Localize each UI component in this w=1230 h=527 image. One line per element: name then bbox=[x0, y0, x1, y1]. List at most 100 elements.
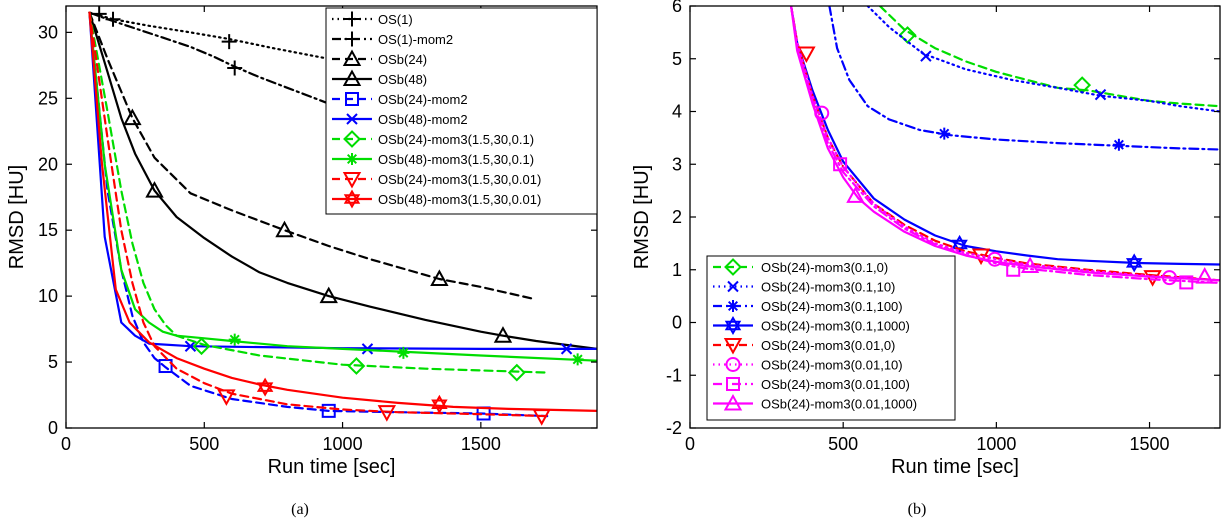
legend-entry: OSb(24)-mom3(0.01,10) bbox=[761, 358, 903, 373]
y-tick-label: -2 bbox=[666, 418, 682, 438]
legend-entry: OSb(24)-mom3(1.5,30,0.1) bbox=[378, 132, 534, 147]
legend-marker bbox=[723, 393, 743, 411]
series-9-marker bbox=[217, 389, 236, 406]
series-line-5 bbox=[789, 6, 1220, 282]
series-line-8 bbox=[88, 11, 597, 362]
y-axis-label: RMSD [HU] bbox=[631, 165, 653, 269]
y-tick-label: 1 bbox=[672, 260, 682, 280]
series-5-marker bbox=[158, 359, 173, 374]
series-7-marker bbox=[347, 357, 366, 375]
panel-b: 0 500 1000 1500 -2 -1 0 1 2 3 4 5 6 Run time [sec] RMS… bbox=[631, 0, 1221, 518]
x-tick-label: 1500 bbox=[1130, 434, 1170, 454]
y-tick-label: 5 bbox=[672, 49, 682, 69]
legend-marker bbox=[344, 31, 360, 47]
series-line-1 bbox=[88, 11, 330, 60]
legend-marker bbox=[724, 258, 742, 276]
series-5-marker bbox=[321, 403, 336, 418]
y-tick-label: 5 bbox=[48, 352, 58, 372]
series-line-2 bbox=[866, 6, 1220, 113]
legend-marker bbox=[346, 153, 358, 165]
x-tick-label: 0 bbox=[61, 434, 71, 454]
plot-area bbox=[789, 6, 1220, 290]
legend-entry: OSb(24) bbox=[378, 52, 427, 67]
series-4-marker bbox=[145, 181, 164, 198]
series-3-marker bbox=[938, 127, 951, 140]
legend-entry: OSb(24)-mom3(0.01,1000) bbox=[761, 397, 917, 412]
plot-area bbox=[88, 6, 597, 426]
legend: OSb(24)-mom3(0.1,0) OSb(24)-mom3(0.1,10) O… bbox=[706, 255, 956, 421]
series-line-6 bbox=[88, 11, 597, 350]
legend-marker bbox=[342, 49, 362, 66]
series-6-marker bbox=[560, 343, 573, 355]
legend-entry: OS(1) bbox=[378, 12, 413, 27]
x-tick-label: 0 bbox=[685, 434, 695, 454]
legend-entry: OSb(48)-mom3(1.5,30,0.01) bbox=[378, 192, 541, 207]
series-8-marker bbox=[228, 333, 241, 346]
series-5-marker bbox=[797, 46, 816, 64]
series-line-7 bbox=[88, 11, 549, 374]
legend-entry: OSb(24)-mom2 bbox=[378, 92, 468, 107]
legend-marker bbox=[726, 377, 740, 391]
x-tick-label: 1000 bbox=[976, 434, 1016, 454]
series-10-marker bbox=[431, 394, 448, 414]
legend-entry: OSb(24)-mom3(0.1,0) bbox=[761, 260, 888, 275]
series-8-marker bbox=[397, 346, 410, 359]
series-2-marker bbox=[1094, 88, 1107, 101]
x-tick-label: 500 bbox=[189, 434, 219, 454]
series-2-marker bbox=[227, 60, 243, 76]
legend-marker bbox=[343, 189, 361, 209]
series-line-3 bbox=[828, 6, 1220, 151]
x-axis-label: Run time [sec] bbox=[891, 456, 1019, 478]
y-tick-label: 0 bbox=[48, 418, 58, 438]
series-1-marker bbox=[898, 26, 917, 44]
y-tick-label: 2 bbox=[672, 207, 682, 227]
series-7-marker bbox=[507, 363, 526, 382]
legend-entry: OSb(24)-mom3(0.01,100) bbox=[761, 377, 910, 392]
series-2-marker bbox=[920, 50, 932, 62]
series-10-marker bbox=[256, 377, 274, 397]
panel-caption: (b) bbox=[908, 501, 927, 518]
legend-entry: OSb(48)-mom2 bbox=[378, 112, 468, 127]
series-3-marker bbox=[123, 108, 142, 126]
series-line-1 bbox=[878, 6, 1220, 108]
y-tick-label: 6 bbox=[672, 0, 682, 16]
legend-marker bbox=[343, 130, 361, 148]
series-8-marker bbox=[846, 186, 865, 203]
x-axis-label: Run time [sec] bbox=[268, 456, 396, 478]
y-tick-label: 10 bbox=[38, 286, 58, 306]
legend-marker bbox=[727, 280, 739, 293]
legend-marker bbox=[345, 92, 359, 106]
series-8-marker bbox=[1195, 267, 1214, 284]
series-4-marker bbox=[1125, 253, 1143, 273]
plot-frame bbox=[65, 5, 598, 429]
series-line-8 bbox=[789, 6, 1220, 282]
legend-entry: OSb(24)-mom3(0.01,0) bbox=[761, 338, 895, 353]
series-line-2 bbox=[88, 11, 344, 111]
series-4-marker bbox=[493, 326, 513, 343]
series-line-9 bbox=[88, 11, 549, 418]
series-line-3 bbox=[88, 11, 535, 300]
y-tick-label: 0 bbox=[672, 313, 682, 333]
y-tick-label: 30 bbox=[38, 22, 58, 42]
y-tick-label: 25 bbox=[38, 88, 58, 108]
y-axis-label: RMSD [HU] bbox=[6, 165, 28, 269]
y-tick-label: -1 bbox=[666, 365, 682, 385]
legend-marker bbox=[724, 315, 742, 335]
x-tick-label: 500 bbox=[828, 434, 858, 454]
series-3-marker bbox=[1112, 138, 1125, 151]
legend-marker bbox=[342, 69, 362, 86]
series-7-marker bbox=[192, 337, 211, 356]
series-line-6 bbox=[789, 6, 1220, 282]
series-8-marker bbox=[571, 353, 584, 366]
series-8-marker bbox=[1020, 256, 1040, 274]
y-tick-label: 4 bbox=[672, 102, 682, 122]
series-1-marker bbox=[221, 34, 237, 50]
legend-marker bbox=[344, 11, 360, 27]
legend: OS(1) OS(1)-mom2 OSb(24) OSb(48) OSb(24)-mom… bbox=[325, 7, 598, 215]
legend-entry: OSb(48) bbox=[378, 72, 427, 87]
x-tick-label: 1500 bbox=[461, 434, 501, 454]
series-3-marker bbox=[430, 269, 449, 286]
legend-marker bbox=[727, 300, 739, 312]
series-7-marker bbox=[1179, 275, 1194, 290]
